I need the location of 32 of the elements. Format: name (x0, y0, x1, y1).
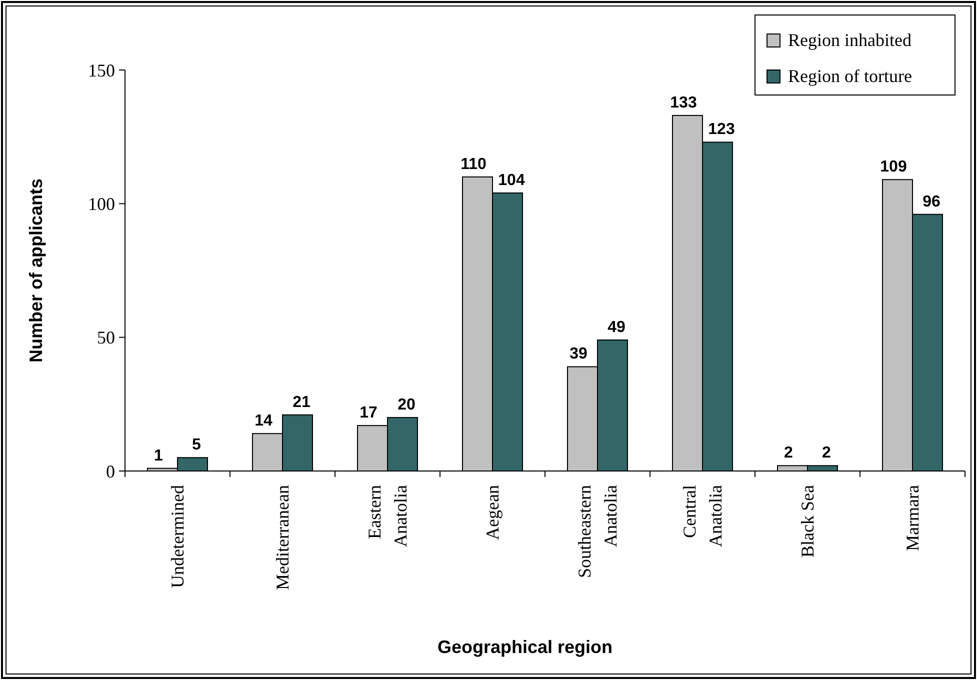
data-label: 104 (498, 172, 525, 189)
data-label: 109 (880, 158, 907, 176)
data-label: 49 (608, 319, 626, 336)
data-label: 96 (922, 193, 940, 210)
x-tick-label: Southeastern Anatolia (574, 484, 620, 578)
x-tick-label: Black Sea (798, 485, 818, 558)
y-tick-label: 0 (106, 461, 115, 482)
data-label: 17 (360, 404, 378, 422)
data-label: 14 (254, 412, 272, 430)
data-label: 5 (192, 436, 202, 454)
legend-label: Region of torture (788, 66, 912, 86)
y-tick-label: 50 (97, 328, 115, 348)
data-label: 123 (708, 121, 735, 138)
x-tick-label: Undetermined (168, 485, 188, 588)
data-label: 21 (292, 394, 310, 411)
legend-label: Region inhabited (788, 30, 912, 50)
data-label: 110 (460, 156, 487, 173)
data-label: 2 (822, 444, 832, 462)
x-tick-label: Aegean (482, 485, 502, 540)
x-tick-label: Eastern Anatolia (364, 484, 410, 547)
data-label: 2 (784, 444, 794, 462)
x-axis-title: Geographical region (437, 637, 613, 657)
data-label: 39 (570, 346, 588, 363)
x-tick-label: Central Anatolia (680, 484, 726, 547)
y-tick-label: 100 (88, 194, 115, 214)
data-label: 133 (670, 94, 697, 112)
data-label: 1 (154, 447, 164, 464)
y-axis-title: Number of applicants (26, 178, 46, 363)
data-label: 20 (398, 396, 416, 414)
x-tick-label: Mediterranean (272, 485, 292, 590)
y-tick-label: 150 (88, 60, 115, 80)
x-tick-label: Marmara (902, 484, 922, 551)
